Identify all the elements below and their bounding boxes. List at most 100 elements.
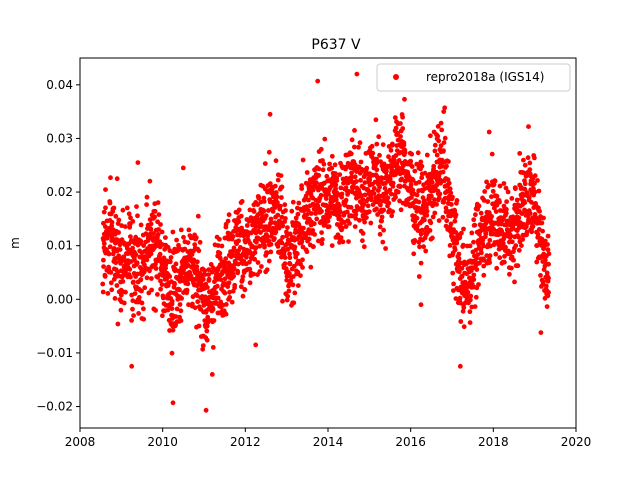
data-point [278,173,284,179]
data-point [333,182,339,188]
data-point [178,227,184,233]
data-point [293,227,299,233]
data-point [538,330,544,335]
y-axis: −0.02 −0.01 0.00 0.01 0.02 0.03 0.04 [36,78,80,414]
data-point [261,208,267,214]
data-point [409,164,415,170]
data-point [279,240,285,246]
data-point [282,261,288,266]
data-point [326,224,332,230]
data-point [432,210,438,216]
data-point [269,219,274,225]
data-point [155,200,161,206]
data-point [461,324,467,330]
y-tick-label: 0.00 [46,292,73,306]
data-point [374,141,380,147]
data-point [244,254,249,260]
data-point [360,231,366,236]
data-point [497,255,503,261]
data-point [120,279,126,284]
data-point [389,191,394,197]
data-point [295,269,301,275]
data-point [300,157,306,163]
data-point [489,214,494,219]
data-point [272,183,278,189]
data-point [103,224,108,230]
data-point [195,259,200,265]
data-point [306,197,311,203]
data-point [251,209,257,214]
data-point [481,243,486,249]
data-point [354,71,360,77]
data-point [192,242,198,248]
data-point [215,243,221,248]
data-point [471,272,477,278]
data-point [101,241,107,247]
data-point [480,237,486,243]
data-point [526,124,531,129]
data-point [280,223,286,229]
chart-title: P637 V [311,37,361,53]
data-point [308,264,314,270]
data-point [416,179,422,185]
data-point [427,228,433,233]
data-point [432,148,438,154]
data-point [304,204,309,210]
data-point [142,285,148,291]
data-point [263,213,269,219]
x-tick-label: 2018 [478,435,509,449]
data-point [544,304,550,309]
data-point [468,293,474,299]
data-point [319,230,324,236]
data-point [453,212,459,218]
data-point [398,207,404,213]
data-point [231,273,237,279]
data-point [332,162,338,168]
data-point [138,222,144,228]
data-point [422,170,428,176]
data-point [486,183,492,188]
data-point [286,288,292,294]
data-point [451,288,456,293]
data-point [438,143,444,149]
data-point [186,227,192,233]
data-point [487,260,492,265]
data-point [247,280,253,286]
data-point [545,247,551,253]
data-point [230,234,236,239]
data-point [211,318,217,323]
data-point [477,260,482,266]
data-point [379,218,384,224]
data-point [107,244,113,250]
y-axis-label: m [8,237,22,249]
data-point [255,260,261,265]
y-tick-label: −0.01 [36,346,73,360]
legend-marker [393,74,399,80]
data-point [526,195,532,200]
data-point [169,301,175,307]
data-point [217,236,222,242]
data-point [240,274,246,279]
data-point [402,96,407,102]
data-point [261,199,267,204]
legend-label: repro2018a (IGS14) [426,70,544,84]
data-point [187,270,193,275]
data-point [290,199,296,205]
data-point [390,180,396,186]
data-point [223,302,229,307]
y-tick-label: 0.04 [46,78,73,92]
data-point [419,163,425,169]
data-point [456,269,462,275]
data-point [401,142,407,148]
data-point [459,274,465,279]
data-point [521,157,526,163]
data-point [447,186,453,192]
data-point [103,205,108,211]
data-point [210,345,216,350]
data-point [210,307,216,312]
data-point [108,270,114,275]
data-point [398,134,403,139]
data-point [333,186,338,192]
data-point [522,181,528,187]
